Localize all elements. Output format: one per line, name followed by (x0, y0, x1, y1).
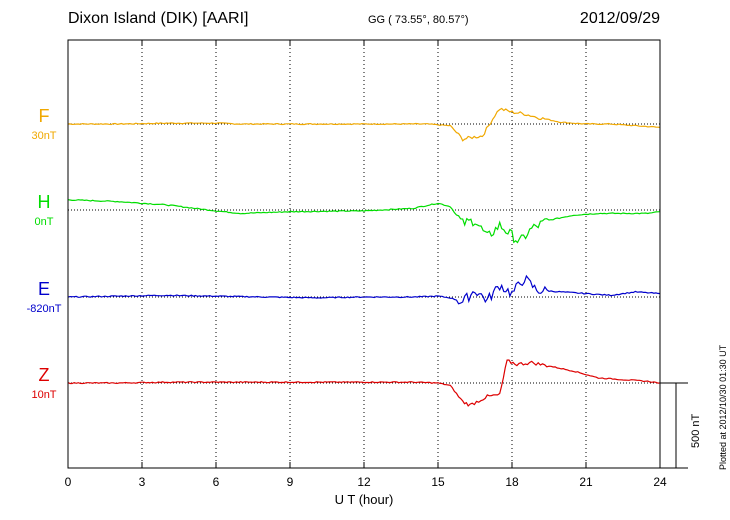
x-tick-label-21: 21 (579, 475, 593, 489)
scale-bar (660, 382, 688, 469)
date-label: 2012/09/29 (579, 10, 660, 27)
baseline-value-e: -820nT (26, 303, 62, 315)
series-label-h: H (37, 192, 51, 212)
x-tick-label-15: 15 (431, 475, 445, 489)
x-tick-label-12: 12 (357, 475, 371, 489)
series-z-line (67, 359, 661, 407)
series-e-line (67, 274, 661, 305)
baseline-value-f: 30nT (31, 130, 57, 142)
series-lines (67, 107, 661, 407)
x-tick-label-9: 9 (287, 475, 294, 489)
series-f-line (67, 107, 661, 142)
series-label-e: E (37, 279, 50, 299)
x-tick-label-6: 6 (213, 475, 220, 489)
x-axis: 0 3 6 9 12 15 18 21 24 (65, 40, 667, 489)
station-title: Dixon Island (DIK) [AARI] (68, 10, 249, 27)
x-tick-label-18: 18 (505, 475, 519, 489)
plotted-timestamp: Plotted at 2012/10/30 01:30 UT (718, 344, 728, 470)
x-axis-label: U T (hour) (335, 492, 394, 507)
geographic-coordinates: GG ( 73.55°, 80.57°) (368, 14, 469, 26)
grid (141, 40, 587, 468)
x-tick-label-24: 24 (653, 475, 667, 489)
series-h-line (67, 199, 661, 244)
x-tick-label-0: 0 (65, 475, 72, 489)
series-label-f: F (38, 106, 50, 126)
x-tick-label-3: 3 (139, 475, 146, 489)
scale-bar-label: 500 nT (690, 413, 702, 448)
baseline-value-z: 10nT (31, 389, 57, 401)
baseline-value-h: 0nT (34, 216, 54, 228)
series-label-z: Z (38, 365, 50, 385)
